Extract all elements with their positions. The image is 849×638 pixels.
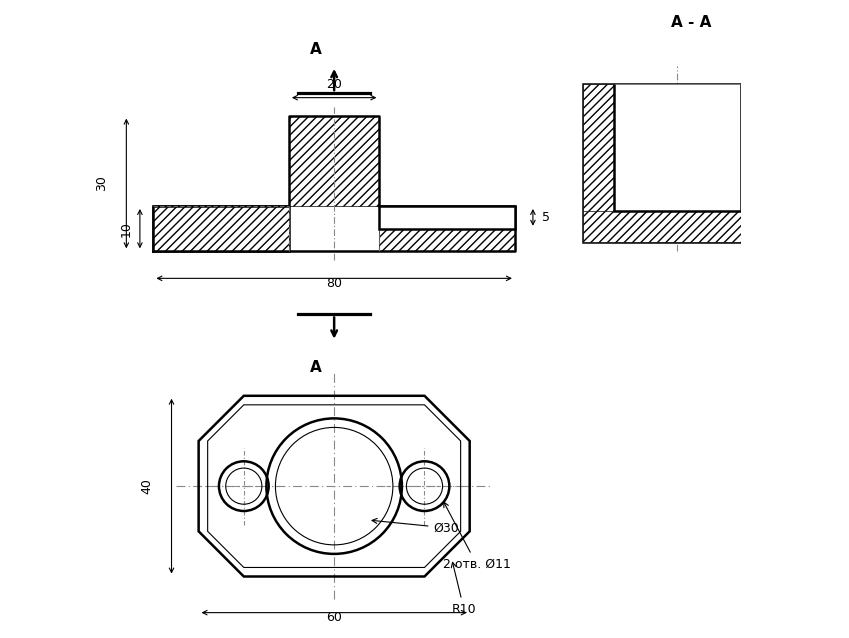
Text: 10: 10 (120, 221, 133, 237)
Text: A: A (310, 42, 322, 57)
Polygon shape (582, 211, 773, 242)
Text: A: A (310, 360, 322, 375)
Polygon shape (380, 206, 514, 228)
Polygon shape (380, 206, 514, 251)
Text: A - A: A - A (671, 15, 711, 30)
Text: 80: 80 (326, 277, 342, 290)
Text: 20: 20 (326, 78, 342, 91)
Polygon shape (289, 115, 380, 206)
Polygon shape (614, 84, 740, 211)
Polygon shape (154, 206, 289, 251)
Text: 30: 30 (95, 175, 109, 191)
Text: 5: 5 (542, 211, 550, 224)
Text: 60: 60 (326, 611, 342, 624)
Polygon shape (154, 206, 289, 251)
Text: 2 отв. Ø11: 2 отв. Ø11 (442, 502, 510, 570)
Text: R10: R10 (452, 562, 476, 616)
Polygon shape (740, 84, 773, 242)
Text: 40: 40 (140, 478, 154, 494)
Text: Ø30: Ø30 (372, 519, 459, 534)
Polygon shape (582, 84, 614, 242)
